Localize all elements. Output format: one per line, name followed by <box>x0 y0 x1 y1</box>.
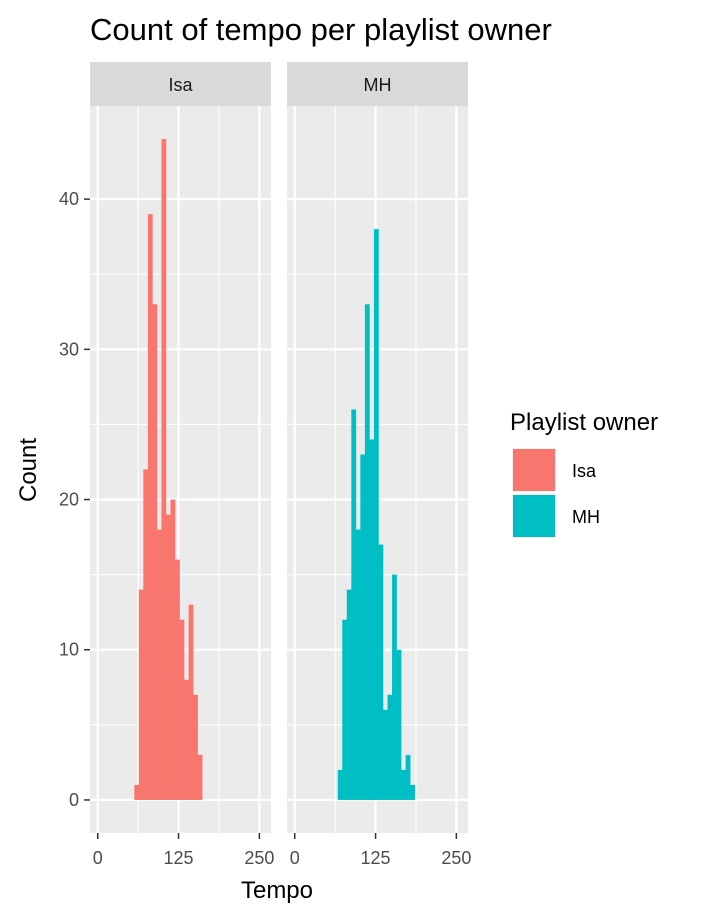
x-tick-label: 0 <box>93 848 103 868</box>
histogram-bar <box>138 589 144 800</box>
histogram-bar <box>346 589 352 800</box>
legend-title: Playlist owner <box>510 409 658 436</box>
x-tick-label: 250 <box>244 848 274 868</box>
y-tick-label: 40 <box>59 189 79 209</box>
legend-key-swatch <box>513 449 555 491</box>
histogram-bar <box>369 439 375 800</box>
histogram-bar <box>147 214 153 800</box>
histogram-bar <box>134 784 140 800</box>
facet-strip-label: Isa <box>168 75 193 95</box>
histogram-bar <box>342 619 348 800</box>
facet-strip <box>90 62 271 106</box>
x-tick-label: 125 <box>164 848 194 868</box>
histogram-bar <box>382 709 388 800</box>
histogram-bar <box>392 574 397 800</box>
legend: Playlist owner Isa MH <box>510 409 658 538</box>
y-tick-label: 0 <box>69 790 79 810</box>
y-tick-label: 20 <box>59 490 79 510</box>
chart-title: Count of tempo per playlist owner <box>90 12 552 47</box>
facet-strip <box>287 62 468 106</box>
histogram-bar <box>161 139 167 800</box>
histogram-bar <box>156 529 162 800</box>
x-axis-title: Tempo <box>241 877 313 904</box>
histogram-bar <box>170 499 176 800</box>
histogram-bar <box>355 529 361 800</box>
histogram-bar <box>360 454 366 800</box>
histogram-bar <box>405 754 411 800</box>
histogram-bar <box>179 619 185 800</box>
facet-panel-isa: Isa 0 125 250 <box>90 62 274 868</box>
legend-key-swatch <box>513 495 555 537</box>
histogram-bar <box>197 754 203 800</box>
x-tick-label: 0 <box>290 848 300 868</box>
histogram-bar <box>193 694 198 800</box>
histogram-bar <box>175 559 180 800</box>
y-tick-label: 30 <box>59 339 79 359</box>
histogram-bar <box>401 769 406 800</box>
legend-label: MH <box>572 507 600 527</box>
histogram-bar <box>337 769 343 800</box>
histogram-bar <box>364 304 370 800</box>
histogram-bar <box>373 229 379 800</box>
facet-strip-label: MH <box>364 75 392 95</box>
histogram-bar <box>188 604 194 800</box>
histogram-bar <box>396 649 402 800</box>
y-axis-title: Count <box>15 438 42 502</box>
histogram-bar <box>410 784 415 800</box>
histogram-bar <box>143 469 149 800</box>
histogram-bar <box>152 304 158 800</box>
histogram-bar <box>184 679 189 800</box>
y-tick-label: 10 <box>59 640 79 660</box>
histogram-bar <box>387 694 393 800</box>
x-tick-label: 125 <box>361 848 391 868</box>
histogram-bar <box>165 514 171 800</box>
histogram-bar <box>351 409 357 800</box>
legend-label: Isa <box>572 461 597 481</box>
facet-panel-mh: MH 0 125 250 <box>287 62 471 868</box>
histogram-bar <box>378 544 384 800</box>
x-tick-label: 250 <box>441 848 471 868</box>
